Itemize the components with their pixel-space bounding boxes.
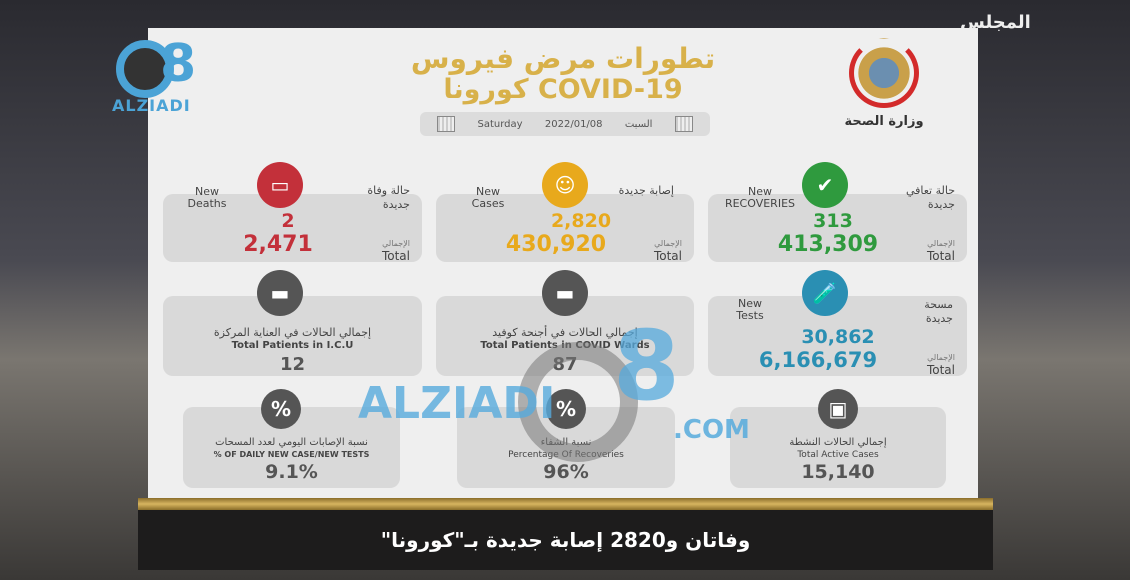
total-label-ar: الإجمالي (382, 239, 410, 248)
active-value: 15,140 (801, 461, 875, 483)
hospital-bed-icon: ▬ (542, 270, 588, 316)
date: 2022/01/08 (544, 118, 603, 130)
label-en: Total Active Cases (797, 450, 879, 460)
tombstone-icon: ▭ (257, 162, 303, 208)
title-arabic: تطورات مرض فيروس (410, 42, 716, 75)
watermark-logo: 8 ALZIADI (112, 34, 204, 120)
total-cases-value: 430,920 (505, 232, 607, 257)
channel-logo: المجلس (960, 12, 1031, 33)
percent-icon: % (546, 389, 586, 429)
label-en: New Cases (471, 185, 505, 210)
new-cases-value: 2,820 (550, 210, 612, 232)
title-covid: كورونا COVID-19 (443, 74, 683, 105)
news-caption: وفاتان و2820 إصابة جديدة بـ"كورونا" (380, 528, 751, 552)
card-recovery-rate: % نسبة الشفاء Percentage Of Recoveries 9… (457, 389, 675, 488)
total-label: Total (926, 249, 955, 263)
recovery-rate-value: 96% (543, 461, 589, 483)
label-ar: إصابة جديدة (618, 184, 674, 197)
total-label: Total (381, 249, 410, 263)
lens-icon (116, 40, 174, 98)
label-en: New RECOVERIES (724, 185, 796, 210)
positivity-value: 9.1% (265, 461, 318, 483)
test-tube-icon: 🧪 (802, 270, 848, 316)
label-ar: مسحة جديدة (924, 298, 953, 325)
total-recoveries-value: 413,309 (777, 232, 879, 257)
ministry-logo: وزارة الصحة (824, 38, 944, 129)
label-ar: إجمالي الحالات في العناية المركزة (213, 326, 372, 339)
person-check-icon: ✔ (802, 162, 848, 208)
hospital-bed-icon: ▬ (257, 270, 303, 316)
card-cases: ☺ New Cases إصابة جديدة 2,820 430,920 ال… (436, 162, 694, 263)
news-caption-bar: وفاتان و2820 إصابة جديدة بـ"كورونا" (138, 510, 993, 570)
infographic: تطورات مرض فيروس كورونا COVID-19 Saturda… (148, 28, 978, 498)
label-en: New Tests (736, 297, 764, 322)
label-ar: نسبة الشفاء (540, 437, 592, 448)
label-en: New Deaths (187, 185, 227, 210)
briefcase-icon: ▣ (818, 389, 858, 429)
label-en: Percentage Of Recoveries (508, 450, 624, 460)
total-label: Total (653, 249, 682, 263)
total-label-ar: الإجمالي (927, 239, 955, 248)
watermark-number: 8 (160, 34, 197, 94)
day-ar: السبت (624, 118, 653, 130)
new-deaths-value: 2 (281, 210, 295, 232)
card-active: ▣ إجمالي الحالات النشطة Total Active Cas… (730, 389, 946, 488)
day-en: Saturday (477, 118, 523, 130)
total-tests-value: 6,166,679 (758, 348, 878, 372)
person-virus-icon: ☺ (542, 162, 588, 208)
label-ar: حالة وفاة جديدة (367, 184, 410, 211)
watermark-name: ALZIADI (112, 96, 191, 115)
label-ar: إجمالي الحالات النشطة (789, 437, 887, 448)
new-recoveries-value: 313 (813, 210, 853, 232)
label-en: Total Patients in COVID Wards (480, 340, 650, 351)
card-tests: 🧪 New Tests مسحة جديدة 30,862 6,166,679 … (708, 270, 967, 377)
card-wards: ▬ إجمالي الحالات في أجنحة كوفيد Total Pa… (436, 270, 694, 376)
total-label-ar: الإجمالي (927, 353, 955, 362)
label-en: % OF DAILY NEW CASE/NEW TESTS (213, 450, 370, 459)
label-ar: نسبة الإصابات اليومي لعدد المسحات (215, 437, 368, 448)
calendar-icon (437, 116, 456, 132)
date-bar: Saturday 2022/01/08 السبت (420, 112, 710, 136)
percent-icon: % (261, 389, 301, 429)
kuwait-emblem-icon (849, 38, 919, 108)
card-deaths: ▭ New Deaths حالة وفاة جديدة 2 2,471 الإ… (163, 162, 422, 263)
total-label-ar: الإجمالي (654, 239, 682, 248)
icu-value: 12 (279, 354, 306, 375)
calendar-icon (674, 116, 693, 132)
card-icu: ▬ إجمالي الحالات في العناية المركزة Tota… (163, 270, 422, 376)
gold-divider (138, 498, 993, 510)
total-label: Total (926, 363, 955, 377)
new-tests-value: 30,862 (801, 326, 875, 348)
label-en: Total Patients in I.C.U (231, 340, 354, 351)
card-positivity: % نسبة الإصابات اليومي لعدد المسحات % OF… (183, 389, 400, 488)
total-deaths-value: 2,471 (243, 232, 313, 257)
label-ar: إجمالي الحالات في أجنحة كوفيد (492, 326, 638, 339)
label-ar: حالة تعافي جديدة (905, 184, 955, 211)
card-recoveries: ✔ New RECOVERIES حالة تعافي جديدة 313 41… (708, 162, 967, 263)
ministry-name: وزارة الصحة (844, 114, 924, 129)
wards-value: 87 (552, 354, 578, 375)
